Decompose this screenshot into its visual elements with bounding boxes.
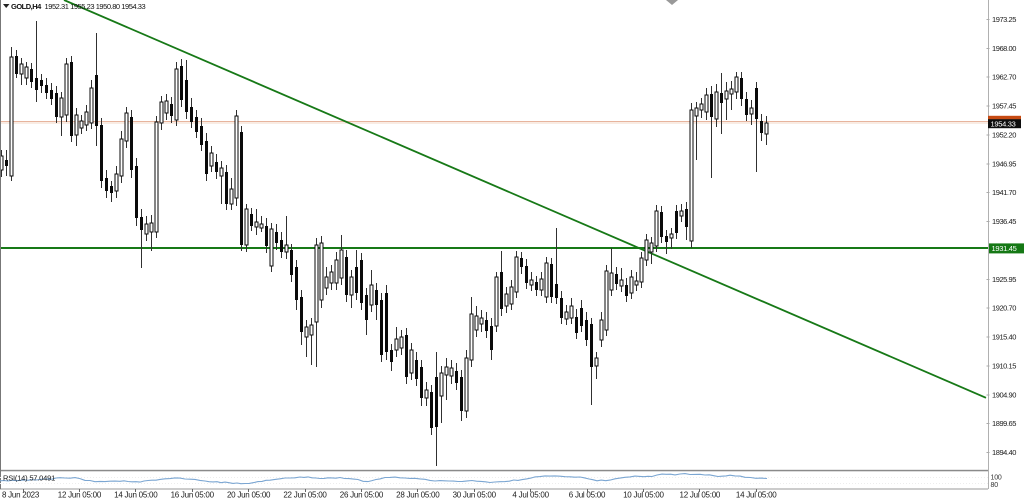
svg-text:6 Jul 05:00: 6 Jul 05:00: [569, 491, 606, 500]
svg-text:1952.20: 1952.20: [992, 131, 1016, 140]
svg-text:4 Jul 05:00: 4 Jul 05:00: [512, 491, 549, 500]
svg-text:10 Jul 05:00: 10 Jul 05:00: [623, 491, 664, 500]
svg-text:30 Jun 05:00: 30 Jun 05:00: [453, 491, 497, 500]
svg-text:1899.65: 1899.65: [992, 419, 1016, 428]
svg-text:1954.33: 1954.33: [991, 119, 1016, 128]
svg-text:80: 80: [991, 482, 999, 489]
svg-text:RSI(14) 57.0491: RSI(14) 57.0491: [3, 473, 55, 482]
svg-text:14 Jun 05:00: 14 Jun 05:00: [114, 491, 158, 500]
svg-text:1915.40: 1915.40: [992, 333, 1016, 342]
svg-text:1920.70: 1920.70: [992, 304, 1016, 313]
svg-text:1957.45: 1957.45: [992, 102, 1016, 111]
svg-text:1931.45: 1931.45: [992, 244, 1017, 253]
svg-text:8 Jun 2023: 8 Jun 2023: [2, 491, 40, 500]
svg-text:1952.31 1955.23 1950.80 1954.3: 1952.31 1955.23 1950.80 1954.33: [45, 2, 146, 11]
svg-text:1946.95: 1946.95: [992, 159, 1016, 168]
svg-text:12 Jun 05:00: 12 Jun 05:00: [58, 491, 102, 500]
svg-text:14 Jul 05:00: 14 Jul 05:00: [736, 491, 777, 500]
svg-text:16 Jun 05:00: 16 Jun 05:00: [171, 491, 215, 500]
svg-text:1936.45: 1936.45: [992, 217, 1016, 226]
svg-text:1910.15: 1910.15: [992, 361, 1016, 370]
svg-text:12 Jul 05:00: 12 Jul 05:00: [680, 491, 721, 500]
svg-text:1904.90: 1904.90: [992, 390, 1016, 399]
svg-text:1962.70: 1962.70: [992, 73, 1016, 82]
svg-text:100: 100: [991, 475, 1002, 482]
svg-text:1968.00: 1968.00: [992, 44, 1016, 53]
svg-text:28 Jun 05:00: 28 Jun 05:00: [396, 491, 440, 500]
svg-text:20 Jun 05:00: 20 Jun 05:00: [227, 491, 271, 500]
svg-text:1925.95: 1925.95: [992, 275, 1016, 284]
svg-text:1894.40: 1894.40: [992, 448, 1016, 457]
svg-text:22 Jun 05:00: 22 Jun 05:00: [283, 491, 327, 500]
svg-text:GOLD,H4: GOLD,H4: [11, 2, 42, 11]
svg-text:1973.25: 1973.25: [992, 15, 1016, 24]
svg-text:26 Jun 05:00: 26 Jun 05:00: [340, 491, 384, 500]
svg-text:1941.70: 1941.70: [992, 188, 1016, 197]
